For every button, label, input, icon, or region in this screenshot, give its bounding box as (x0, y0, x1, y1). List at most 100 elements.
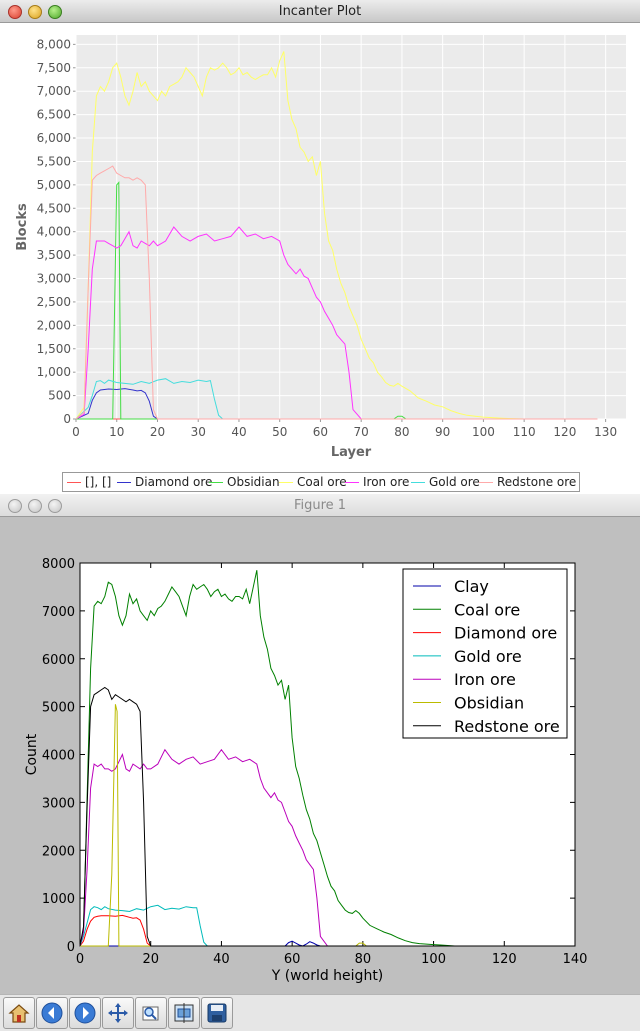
x-tick-label: 50 (272, 425, 287, 439)
y-tick-label: 2000 (42, 844, 75, 859)
x-axis-label: Layer (331, 445, 372, 460)
x-axis-label: Y (world height) (271, 968, 384, 984)
forward-icon (74, 1002, 96, 1024)
figure-window: Figure 1 0 1000 2000 3000 4000 5000 6000 7000 80… (0, 494, 640, 1030)
series-line (79, 686, 575, 947)
forward-button[interactable] (69, 997, 101, 1029)
legend-label: [], [] (85, 475, 112, 489)
legend-label: Coal ore (297, 475, 347, 489)
x-tick-label: 60 (284, 952, 301, 967)
y-tick-label: 8000 (42, 557, 75, 572)
series-line (75, 388, 598, 420)
back-button[interactable] (36, 997, 68, 1029)
y-tick-label: 3000 (42, 796, 75, 811)
plot-area (76, 35, 626, 419)
legend-item: Gold ore (411, 475, 480, 489)
y-tick-label: 0 (63, 412, 71, 426)
x-tick-label: 120 (553, 425, 576, 439)
y-tick-label: 500 (48, 389, 71, 403)
series-line (79, 904, 575, 947)
legend-item: Obsidian (209, 475, 280, 489)
legend-label: Clay (454, 577, 489, 596)
figure-titlebar[interactable]: Figure 1 (0, 494, 640, 517)
incanter-chart: 05001,0001,5002,0002,5003,0003,5004,0004… (15, 35, 626, 460)
series-line (80, 704, 575, 947)
pan-icon (108, 1003, 128, 1023)
legend-label: Obsidian (454, 694, 524, 713)
zoom-window-icon[interactable] (48, 5, 62, 19)
incanter-window: Incanter Plot 0 500 1,000 1,500 2,000 2,500 3,… (0, 0, 640, 494)
x-tick-label: 80 (394, 425, 409, 439)
home-button[interactable] (3, 997, 35, 1029)
legend-label: Coal ore (454, 600, 520, 619)
y-tick-label: 8,000 (37, 37, 71, 51)
x-tick-label: 40 (213, 952, 230, 967)
legend-item: [], [] (67, 475, 111, 489)
navigation-toolbar (0, 994, 640, 1031)
y-tick-label: 6,500 (37, 108, 71, 122)
y-tick-label: 7,000 (37, 84, 71, 98)
window-title: Figure 1 (293, 498, 347, 513)
minimize-icon[interactable] (28, 5, 42, 19)
legend-label: Iron ore (454, 670, 516, 689)
series-line (75, 226, 598, 420)
incanter-legend: [], [] Diamond ore Obsidian Coal ore Iron or… (62, 472, 580, 492)
x-tick-label: 100 (421, 952, 446, 967)
matplotlib-chart: 0 1000 2000 3000 4000 5000 6000 7000 8000 0 20 40 60… (24, 557, 588, 984)
x-tick-label: 30 (191, 425, 206, 439)
y-tick-label: 4000 (42, 749, 75, 764)
y-axis-label: Blocks (15, 203, 30, 251)
legend-item: Redstone ore (479, 475, 576, 489)
series-line (79, 570, 575, 947)
x-tick-label: 0 (72, 425, 80, 439)
close-icon[interactable] (8, 499, 22, 513)
x-tick-label: 130 (594, 425, 617, 439)
y-tick-label: 7000 (42, 605, 75, 620)
x-tick-label: 100 (472, 425, 495, 439)
y-tick-label: 5000 (42, 701, 75, 716)
legend-swatch (345, 482, 359, 483)
close-icon[interactable] (8, 5, 22, 19)
legend-label: Obsidian (227, 475, 280, 489)
zoom-button[interactable] (135, 997, 167, 1029)
save-button[interactable] (201, 997, 233, 1029)
series-line (75, 51, 598, 420)
subplots-icon (174, 1003, 194, 1023)
y-tick-label: 0 (67, 940, 75, 955)
x-tick-label: 90 (435, 425, 450, 439)
minimize-icon[interactable] (28, 499, 42, 513)
x-tick-label: 140 (563, 952, 588, 967)
y-tick-label: 3,500 (37, 248, 71, 262)
x-tick-label: 70 (354, 425, 369, 439)
legend-swatch (411, 482, 425, 483)
y-tick-label: 2,500 (37, 295, 71, 309)
legend-item: Diamond ore (117, 475, 212, 489)
y-tick-label: 7,500 (37, 61, 71, 75)
x-tick-label: 110 (513, 425, 536, 439)
window-title: Incanter Plot (278, 4, 362, 19)
legend-label: Redstone ore (497, 475, 577, 489)
legend-item: Iron ore (345, 475, 409, 489)
y-tick-label: 4,500 (37, 201, 71, 215)
zoom-window-icon[interactable] (48, 499, 62, 513)
y-tick-label: 5,000 (37, 178, 71, 192)
y-tick-label: 2,000 (37, 318, 71, 332)
series-line (76, 181, 598, 420)
x-tick-label: 120 (492, 952, 517, 967)
y-tick-label: 6,000 (37, 131, 71, 145)
legend-box (402, 568, 568, 739)
legend-label: Diamond ore (454, 624, 557, 643)
series-line (79, 748, 575, 947)
subplots-button[interactable] (168, 997, 200, 1029)
y-tick-label: 1,000 (37, 365, 71, 379)
x-tick-label: 10 (109, 425, 124, 439)
y-tick-label: 5,500 (37, 154, 71, 168)
y-tick-label: 6000 (42, 653, 75, 668)
legend-label: Gold ore (429, 475, 480, 489)
legend-swatch (479, 482, 493, 483)
legend-swatch (117, 482, 131, 483)
legend-label: Gold ore (454, 647, 522, 666)
x-tick-label: 0 (76, 952, 84, 967)
pan-button[interactable] (102, 997, 134, 1029)
incanter-titlebar[interactable]: Incanter Plot (0, 0, 640, 23)
